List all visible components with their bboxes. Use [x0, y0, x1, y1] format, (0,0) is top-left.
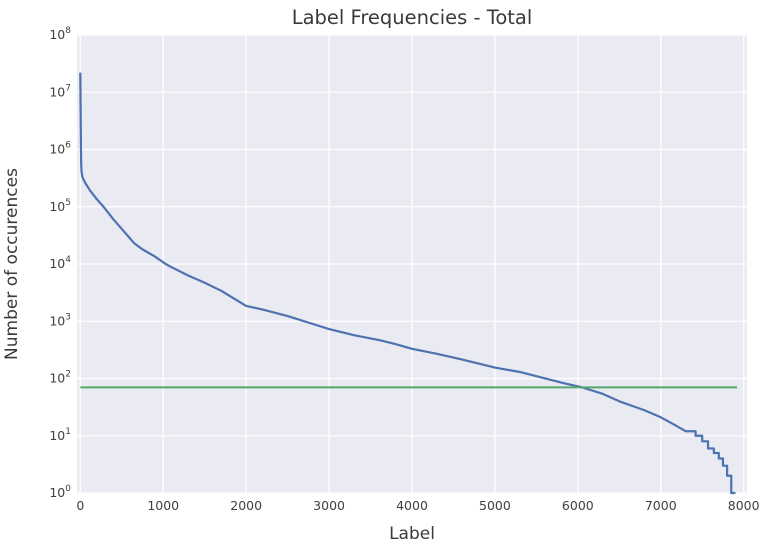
svg-text:108: 108: [49, 26, 71, 42]
svg-text:6000: 6000: [562, 498, 594, 513]
svg-text:107: 107: [49, 83, 71, 99]
chart-title: Label Frequencies - Total: [292, 6, 533, 29]
svg-text:3000: 3000: [313, 498, 345, 513]
svg-text:100: 100: [49, 484, 71, 500]
svg-text:4000: 4000: [396, 498, 428, 513]
svg-text:0: 0: [76, 498, 84, 513]
svg-text:104: 104: [49, 255, 71, 271]
y-axis-label: Number of occurences: [2, 168, 22, 360]
svg-text:101: 101: [49, 427, 71, 443]
y-axis-tick-labels: 100 101 102 103 104 105 106 107 108: [49, 26, 71, 500]
svg-text:105: 105: [49, 198, 71, 214]
svg-text:7000: 7000: [645, 498, 677, 513]
x-axis-label: Label: [389, 524, 435, 544]
svg-text:2000: 2000: [230, 498, 262, 513]
y-gridlines: [77, 34, 747, 494]
svg-text:103: 103: [49, 312, 71, 328]
svg-text:8000: 8000: [728, 498, 760, 513]
svg-text:1000: 1000: [147, 498, 179, 513]
svg-text:5000: 5000: [479, 498, 511, 513]
x-axis-tick-labels: 0 1000 2000 3000 4000 5000 6000 7000 8000: [76, 498, 759, 513]
label-frequency-line: [79, 72, 736, 495]
svg-text:106: 106: [49, 141, 71, 157]
svg-text:102: 102: [49, 370, 71, 386]
